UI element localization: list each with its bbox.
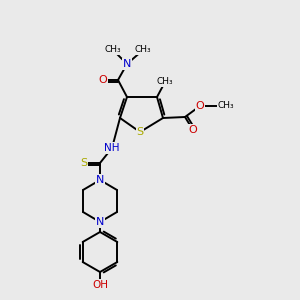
Text: O: O [196, 101, 204, 111]
Text: N: N [123, 59, 131, 69]
Text: O: O [99, 75, 107, 85]
Text: CH₃: CH₃ [157, 77, 173, 86]
Text: N: N [96, 175, 104, 185]
Text: N: N [96, 217, 104, 227]
Text: S: S [80, 158, 88, 168]
Text: CH₃: CH₃ [218, 101, 235, 110]
Text: N: N [96, 175, 104, 185]
Text: CH₃: CH₃ [135, 46, 151, 55]
Text: O: O [189, 125, 197, 135]
Text: NH: NH [104, 143, 120, 153]
Text: S: S [136, 127, 144, 137]
Text: CH₃: CH₃ [105, 46, 121, 55]
Text: OH: OH [92, 280, 108, 290]
